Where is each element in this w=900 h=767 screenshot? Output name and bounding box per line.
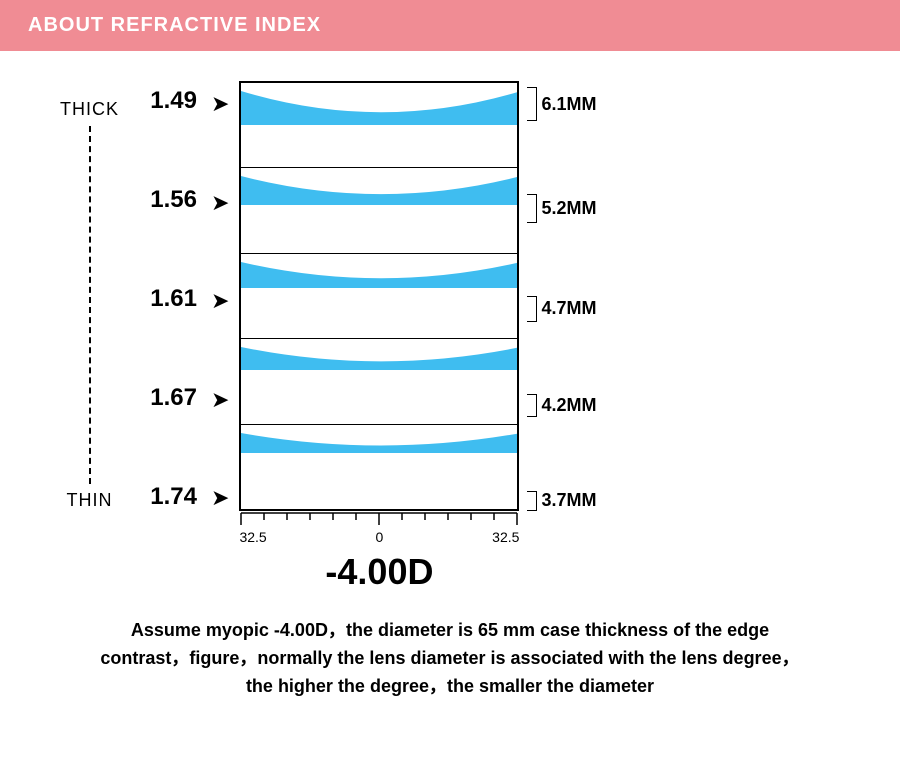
thickness-mm-value: 4.7MM [541,298,596,319]
arrow-right-icon: ➤ [211,288,229,314]
ruler-labels: 32.5 0 32.5 [239,527,519,545]
scale-top-label: THICK [60,99,119,120]
ruler-ticks [239,511,519,527]
index-value: 1.49 [137,87,197,115]
index-value: 1.56 [137,186,197,214]
scale-bottom-label: THIN [67,490,113,511]
content-area: THICK THIN 1.49 1.56 1.61 1.67 1.74 ➤ ➤ … [0,51,900,701]
thickness-mm-item: 4.2MM [527,394,596,417]
thickness-scale: THICK THIN [60,81,119,511]
lens-shape-icon [241,262,517,288]
thickness-mm-value: 4.2MM [541,395,596,416]
lens-shape-icon [241,176,517,205]
index-value: 1.61 [137,285,197,313]
ruler-right: 32.5 [492,529,519,545]
lens-slot [241,339,517,424]
thickness-mm-column: 6.1MM 5.2MM 4.7MM 4.2MM 3.7MM [527,81,596,511]
bracket-icon [527,394,537,417]
lens-slot [241,168,517,253]
lens-shape-icon [241,433,517,453]
ruler-center: 0 [376,529,384,545]
scale-dash-line [89,126,91,484]
lens-diagram-box [239,81,519,511]
bracket-icon [527,194,537,223]
index-column: 1.49 1.56 1.61 1.67 1.74 [137,81,197,511]
lens-slot [241,254,517,339]
bracket-icon [527,87,537,121]
lens-shape-icon [241,91,517,125]
thickness-mm-value: 5.2MM [541,198,596,219]
index-value: 1.74 [137,483,197,511]
ruler: 32.5 0 32.5 [239,511,519,545]
lens-slot [241,83,517,168]
diopter-label: -4.00D [239,551,519,593]
index-value: 1.67 [137,384,197,412]
arrow-right-icon: ➤ [211,91,229,117]
arrow-right-icon: ➤ [211,387,229,413]
bracket-icon [527,491,537,511]
lens-shape-icon [241,347,517,370]
thickness-mm-value: 3.7MM [541,490,596,511]
bracket-icon [527,296,537,322]
thickness-mm-item: 3.7MM [527,490,596,511]
caption-text: Assume myopic -4.00D，the diameter is 65 … [60,593,840,701]
arrow-right-icon: ➤ [211,190,229,216]
arrow-column: ➤ ➤ ➤ ➤ ➤ [211,81,229,511]
thickness-mm-item: 4.7MM [527,296,596,322]
thickness-mm-value: 6.1MM [541,94,596,115]
thickness-mm-item: 6.1MM [527,87,596,121]
arrow-right-icon: ➤ [211,485,229,511]
lens-slot [241,425,517,509]
thickness-mm-item: 5.2MM [527,194,596,223]
ruler-left: 32.5 [239,529,266,545]
header-title: ABOUT REFRACTIVE INDEX [28,14,321,36]
header-bar: ABOUT REFRACTIVE INDEX [0,0,900,51]
